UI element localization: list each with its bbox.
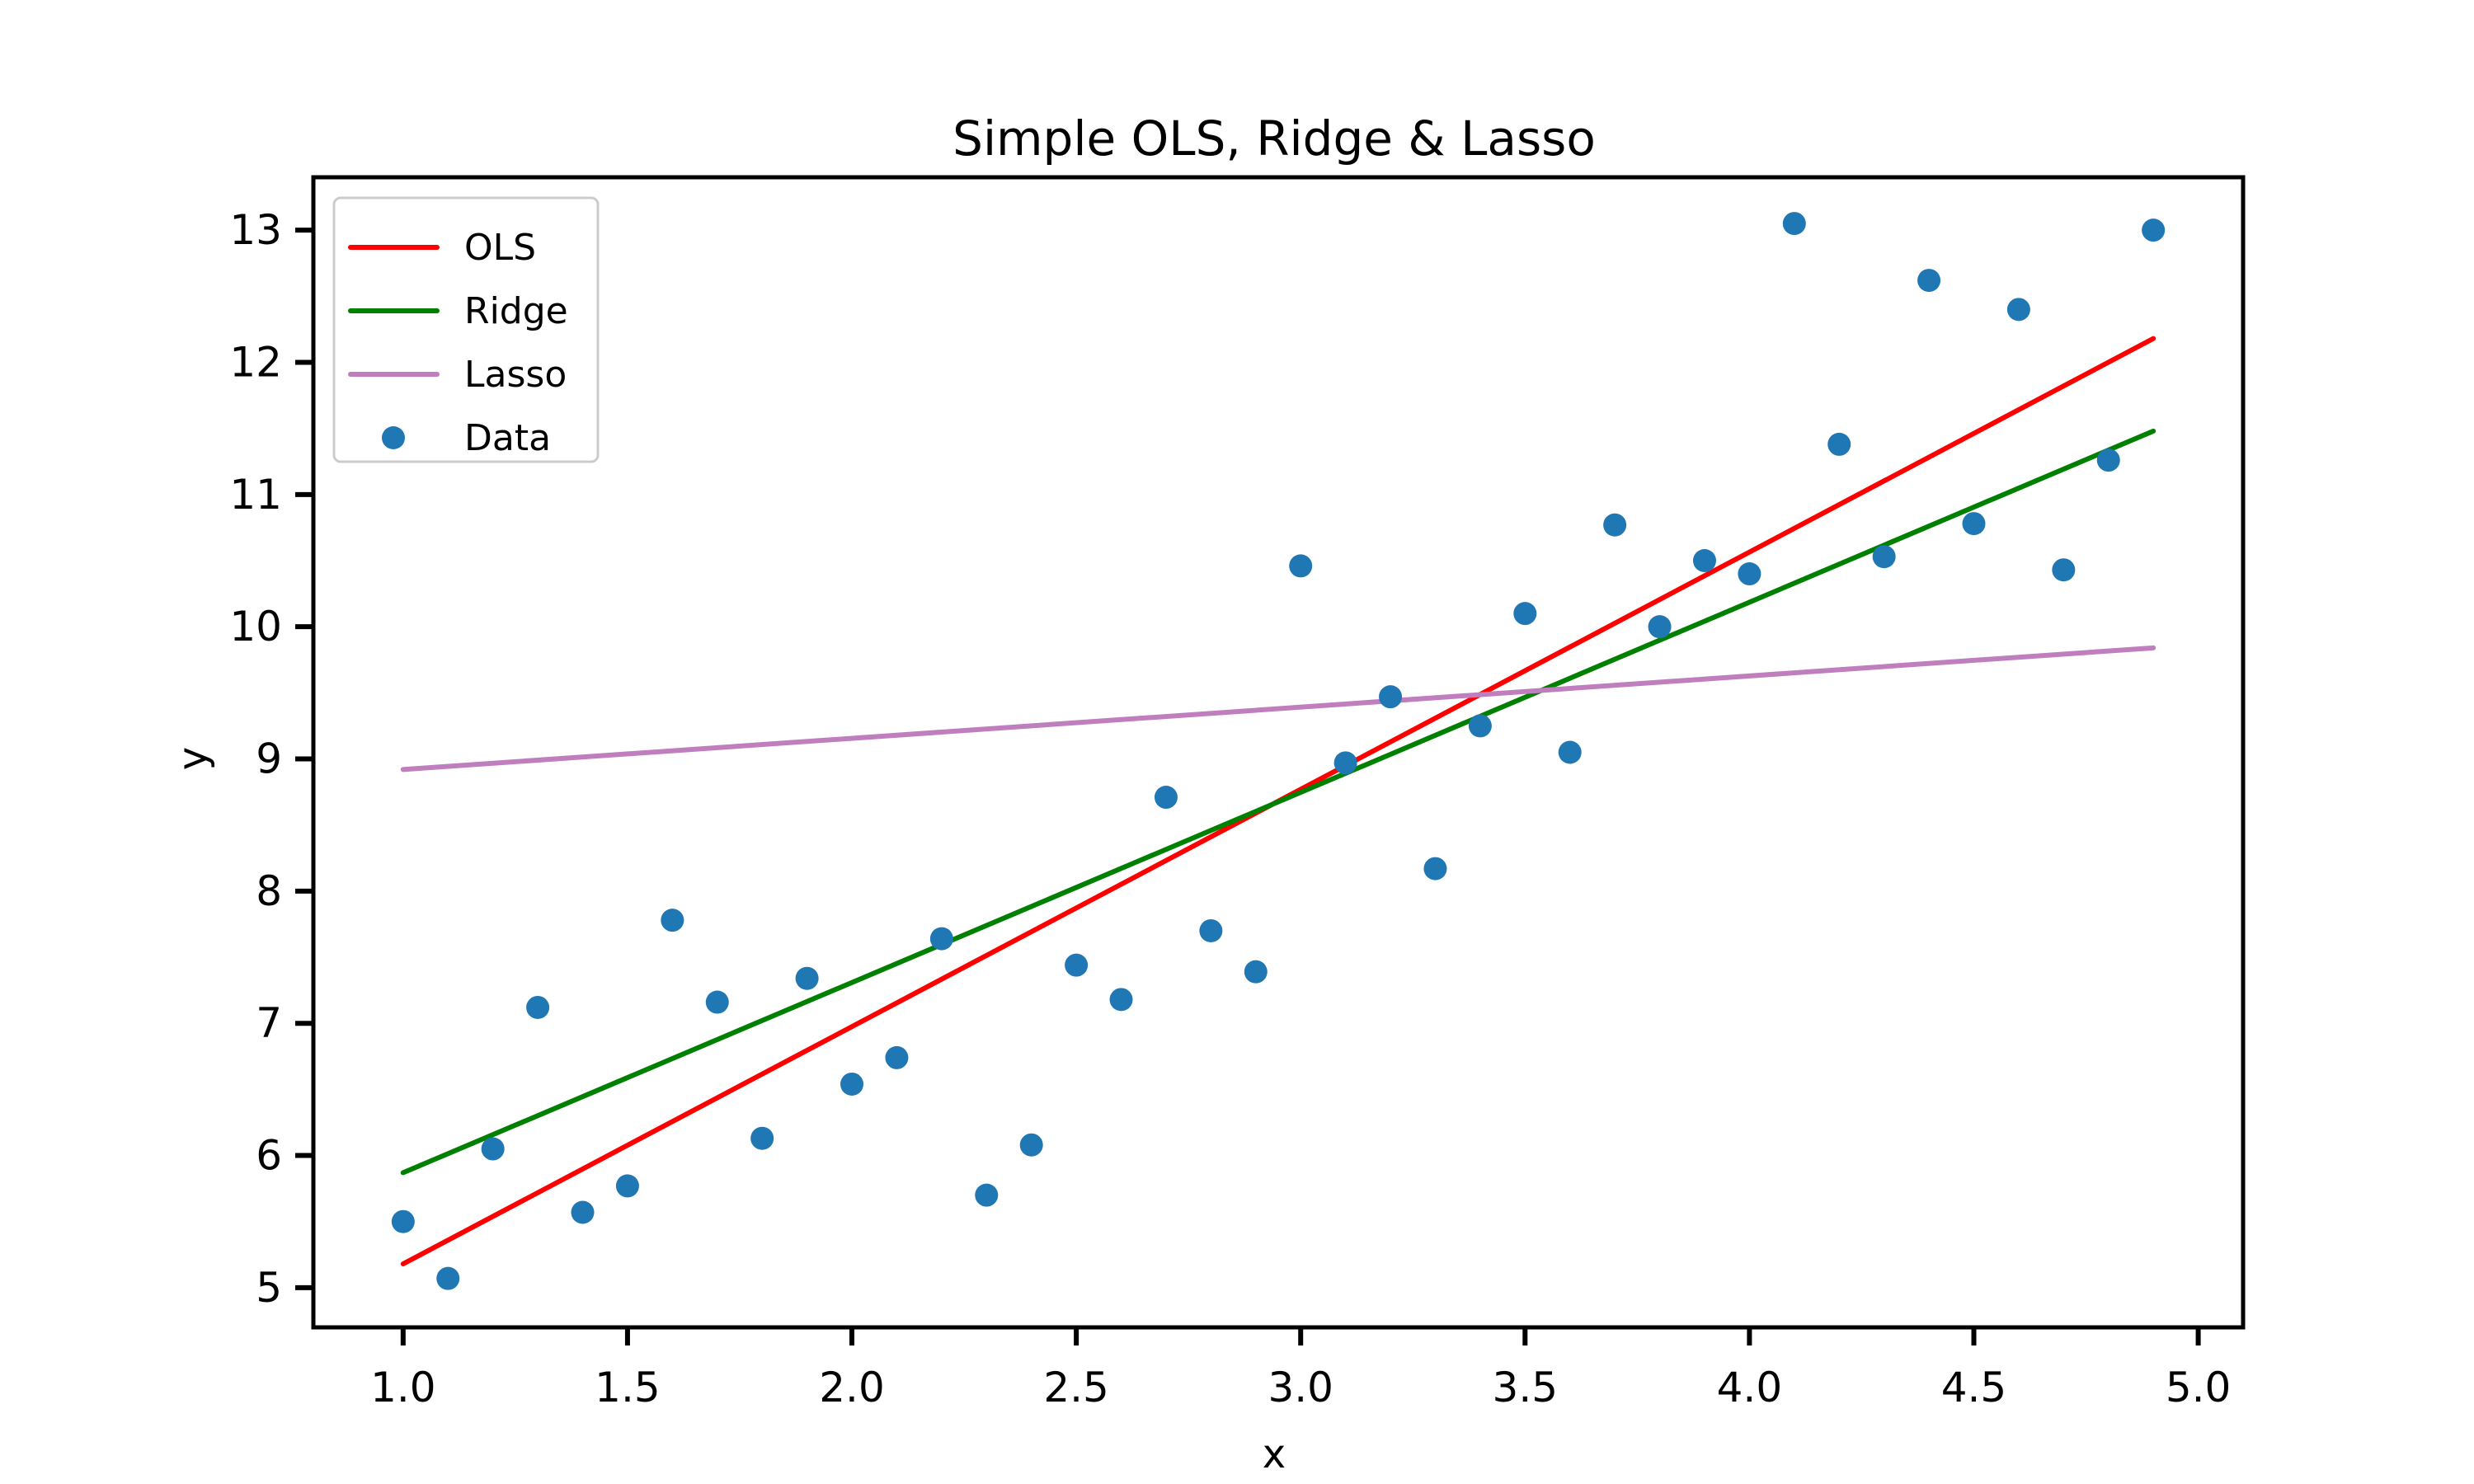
data-point <box>1872 545 1896 569</box>
data-point <box>1917 269 1941 293</box>
data-point <box>526 995 550 1019</box>
data-point <box>1558 740 1582 764</box>
x-tick-label: 2.0 <box>819 1364 885 1411</box>
y-tick-label: 7 <box>256 999 282 1047</box>
data-point <box>1154 786 1178 810</box>
data-point <box>929 927 953 951</box>
y-tick-label: 9 <box>256 735 282 783</box>
x-tick-label: 1.0 <box>370 1364 436 1411</box>
data-point <box>1827 432 1851 456</box>
data-point <box>481 1137 505 1161</box>
y-tick-label: 6 <box>256 1132 282 1180</box>
line-ridge <box>400 428 2157 1176</box>
data-point <box>1379 685 1403 709</box>
data-point <box>750 1126 774 1150</box>
legend-label-lasso: Lasso <box>464 354 567 396</box>
x-tick-label: 5.0 <box>2166 1364 2232 1411</box>
data-point <box>1019 1133 1043 1157</box>
y-tick-label: 13 <box>229 206 282 254</box>
data-point <box>705 990 729 1014</box>
data-point <box>1244 960 1268 984</box>
x-tick-label: 3.0 <box>1268 1364 1333 1411</box>
data-point <box>1648 615 1672 639</box>
legend-label-ols: OLS <box>464 227 536 269</box>
data-point <box>840 1072 864 1096</box>
x-tick-label: 4.0 <box>1717 1364 1783 1411</box>
legend-label-data: Data <box>464 417 551 459</box>
y-tick-label: 5 <box>256 1264 282 1312</box>
data-point <box>1065 953 1089 977</box>
data-point <box>1468 714 1492 738</box>
legend-label-ridge: Ridge <box>464 290 568 332</box>
data-point <box>975 1183 999 1207</box>
data-point <box>2142 218 2166 242</box>
y-axis-label: y <box>170 747 216 770</box>
data-point <box>661 909 684 932</box>
data-point <box>436 1266 460 1290</box>
x-tick-label: 2.5 <box>1043 1364 1109 1411</box>
data-point <box>1962 512 1986 536</box>
legend-swatch-data <box>382 426 405 449</box>
chart-title: Simple OLS, Ridge & Lasso <box>952 110 1596 167</box>
data-point <box>571 1200 595 1224</box>
data-point <box>1333 751 1357 775</box>
data-point <box>2052 558 2076 582</box>
data-point <box>2006 298 2030 322</box>
data-point <box>1289 554 1313 578</box>
y-tick-label: 12 <box>229 338 282 386</box>
y-tick-label: 11 <box>229 471 282 519</box>
data-point <box>391 1209 415 1233</box>
x-tick-label: 3.5 <box>1493 1364 1559 1411</box>
data-point <box>1603 513 1627 537</box>
legend-box <box>332 196 600 463</box>
data-point <box>1692 549 1716 572</box>
data-point <box>1423 857 1447 881</box>
y-tick-label: 10 <box>229 603 282 650</box>
data-point <box>615 1174 639 1198</box>
data-point <box>1738 562 1761 586</box>
x-tick-label: 1.5 <box>595 1364 661 1411</box>
plot-area: 1.0 1.5 2.0 2.5 3.0 3.5 4.0 4.5 5.0 5 6 7 8 9 10 11 12 13… <box>229 175 2246 1411</box>
x-tick-label: 4.5 <box>1941 1364 2007 1411</box>
data-point <box>795 966 819 990</box>
data-point <box>1199 918 1223 942</box>
plot-frame <box>311 175 2246 1330</box>
x-axis-label: x <box>1263 1431 1286 1477</box>
line-lasso <box>400 645 2157 773</box>
data-point <box>1513 602 1537 626</box>
data-point <box>1109 988 1133 1012</box>
y-tick-label: 8 <box>256 867 282 915</box>
data-point <box>2096 448 2120 472</box>
data-point <box>1782 212 1806 236</box>
data-point <box>885 1045 909 1069</box>
